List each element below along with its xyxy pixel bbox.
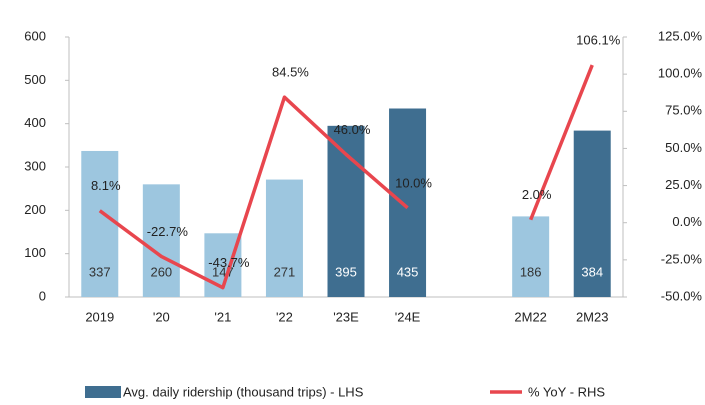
legend-label: Avg. daily ridership (thousand trips) - … <box>123 384 364 399</box>
y2-tick-label: 100.0% <box>658 66 703 81</box>
bar-value-label: 337 <box>89 264 111 279</box>
y-tick-label: 500 <box>24 72 46 87</box>
bar-value-label: 271 <box>274 264 296 279</box>
y-tick-label: 0 <box>39 288 46 303</box>
x-tick-label: 2M23 <box>576 309 609 324</box>
line-value-label: 106.1% <box>576 33 621 48</box>
x-tick-label: '24E <box>395 309 421 324</box>
y-tick-label: 300 <box>24 158 46 173</box>
bar-value-label: 186 <box>520 264 542 279</box>
y2-tick-label: 75.0% <box>665 103 702 118</box>
bar <box>81 150 119 297</box>
line-value-label: 46.0% <box>334 122 371 137</box>
y-tick-label: 200 <box>24 202 46 217</box>
y-tick-label: 100 <box>24 245 46 260</box>
bar <box>142 184 180 297</box>
y-tick-label: 400 <box>24 115 46 130</box>
y2-tick-label: 50.0% <box>665 140 702 155</box>
bar-value-label: 260 <box>150 264 172 279</box>
y2-tick-label: 0.0% <box>672 214 702 229</box>
line-value-label: 8.1% <box>91 178 121 193</box>
bar <box>265 179 303 297</box>
y2-tick-label: -50.0% <box>661 288 703 303</box>
y2-tick-label: 125.0% <box>658 28 703 43</box>
x-tick-label: '20 <box>153 309 170 324</box>
y2-tick-label: -25.0% <box>661 251 703 266</box>
line-value-label: -22.7% <box>147 224 189 239</box>
bar <box>389 108 427 297</box>
x-tick-label: '22 <box>276 309 293 324</box>
bar-value-label: 435 <box>397 264 419 279</box>
x-tick-label: '21 <box>214 309 231 324</box>
line-value-label: 2.0% <box>522 187 552 202</box>
bar-value-label: 395 <box>335 264 357 279</box>
bar <box>573 130 611 297</box>
legend-swatch <box>85 386 121 398</box>
y2-tick-label: 25.0% <box>665 177 702 192</box>
legend-label: % YoY - RHS <box>528 384 605 399</box>
line-value-label: 84.5% <box>272 65 309 80</box>
x-tick-label: '23E <box>333 309 359 324</box>
line <box>98 64 594 290</box>
line-value-label: 10.0% <box>395 175 432 190</box>
line-value-label: -43.7% <box>208 255 250 270</box>
y-tick-label: 600 <box>24 28 46 43</box>
x-tick-label: 2M22 <box>514 309 547 324</box>
x-tick-label: 2019 <box>85 309 114 324</box>
bar <box>512 216 550 297</box>
bar-value-label: 384 <box>581 264 603 279</box>
